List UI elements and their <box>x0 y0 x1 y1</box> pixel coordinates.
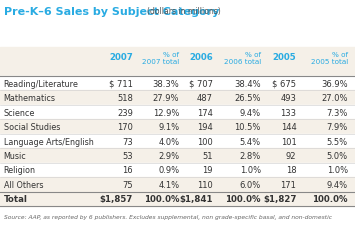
Text: Source: AAP, as reported by 6 publishers. Excludes supplemental, non grade-speci: Source: AAP, as reported by 6 publishers… <box>4 214 332 219</box>
Text: % of
2005 total: % of 2005 total <box>311 52 348 65</box>
Bar <box>0 177 355 192</box>
Text: 194: 194 <box>197 123 213 131</box>
Text: 144: 144 <box>281 123 296 131</box>
Text: 19: 19 <box>202 166 213 175</box>
Text: 36.9%: 36.9% <box>321 79 348 88</box>
Text: 174: 174 <box>197 108 213 117</box>
Text: 133: 133 <box>280 108 296 117</box>
Text: 73: 73 <box>122 137 133 146</box>
Text: Language Arts/English: Language Arts/English <box>4 137 93 146</box>
Text: 7.3%: 7.3% <box>327 108 348 117</box>
Text: All Others: All Others <box>4 180 43 189</box>
Text: 100.0%: 100.0% <box>144 194 179 203</box>
Text: $ 675: $ 675 <box>272 79 296 88</box>
Text: 9.4%: 9.4% <box>327 180 348 189</box>
Text: 26.5%: 26.5% <box>234 94 261 103</box>
Text: Total: Total <box>4 194 27 203</box>
Text: 5.4%: 5.4% <box>240 137 261 146</box>
Text: 2.9%: 2.9% <box>158 151 179 160</box>
Text: Social Studies: Social Studies <box>4 123 60 131</box>
Text: 16: 16 <box>122 166 133 175</box>
Text: 10.5%: 10.5% <box>235 123 261 131</box>
Text: 27.0%: 27.0% <box>321 94 348 103</box>
Text: Science: Science <box>4 108 35 117</box>
Text: 9.4%: 9.4% <box>240 108 261 117</box>
Text: 53: 53 <box>122 151 133 160</box>
Text: (dollars in millions): (dollars in millions) <box>147 7 221 16</box>
Text: Reading/Literature: Reading/Literature <box>4 79 78 88</box>
Bar <box>0 91 355 106</box>
Text: 38.3%: 38.3% <box>153 79 179 88</box>
Bar <box>0 192 355 206</box>
Text: 110: 110 <box>197 180 213 189</box>
Text: 2.8%: 2.8% <box>240 151 261 160</box>
Text: 5.5%: 5.5% <box>327 137 348 146</box>
Bar <box>0 134 355 149</box>
Text: 1.0%: 1.0% <box>240 166 261 175</box>
Text: 6.0%: 6.0% <box>240 180 261 189</box>
Text: 171: 171 <box>280 180 296 189</box>
Bar <box>0 48 355 77</box>
Text: 92: 92 <box>286 151 296 160</box>
Text: 38.4%: 38.4% <box>234 79 261 88</box>
Text: 27.9%: 27.9% <box>153 94 179 103</box>
Text: Mathematics: Mathematics <box>4 94 55 103</box>
Text: 7.9%: 7.9% <box>327 123 348 131</box>
Bar <box>0 106 355 120</box>
Text: 518: 518 <box>117 94 133 103</box>
Text: 2007: 2007 <box>109 53 133 62</box>
Text: 4.1%: 4.1% <box>158 180 179 189</box>
Text: 239: 239 <box>117 108 133 117</box>
Text: 2006: 2006 <box>189 53 213 62</box>
Text: $ 711: $ 711 <box>109 79 133 88</box>
Text: 101: 101 <box>281 137 296 146</box>
Text: 2005: 2005 <box>273 53 296 62</box>
Bar <box>0 120 355 134</box>
Bar <box>0 149 355 163</box>
Text: 170: 170 <box>117 123 133 131</box>
Text: Music: Music <box>4 151 26 160</box>
Text: 1.0%: 1.0% <box>327 166 348 175</box>
Text: 487: 487 <box>197 94 213 103</box>
Text: 51: 51 <box>202 151 213 160</box>
Text: 0.9%: 0.9% <box>158 166 179 175</box>
Text: 5.0%: 5.0% <box>327 151 348 160</box>
Text: % of
2007 total: % of 2007 total <box>142 52 179 65</box>
Text: 493: 493 <box>280 94 296 103</box>
Text: 18: 18 <box>286 166 296 175</box>
Text: 4.0%: 4.0% <box>158 137 179 146</box>
Text: $1,827: $1,827 <box>263 194 296 203</box>
Text: 75: 75 <box>122 180 133 189</box>
Text: 9.1%: 9.1% <box>158 123 179 131</box>
Bar <box>0 77 355 91</box>
Text: Religion: Religion <box>4 166 36 175</box>
Text: 12.9%: 12.9% <box>153 108 179 117</box>
Text: $1,841: $1,841 <box>180 194 213 203</box>
Text: 100: 100 <box>197 137 213 146</box>
Bar <box>0 163 355 177</box>
Text: $ 707: $ 707 <box>189 79 213 88</box>
Text: $1,857: $1,857 <box>100 194 133 203</box>
Text: % of
2006 total: % of 2006 total <box>224 52 261 65</box>
Text: 100.0%: 100.0% <box>225 194 261 203</box>
Text: 100.0%: 100.0% <box>312 194 348 203</box>
Text: Pre-K–6 Sales by Subject Category: Pre-K–6 Sales by Subject Category <box>4 7 219 17</box>
